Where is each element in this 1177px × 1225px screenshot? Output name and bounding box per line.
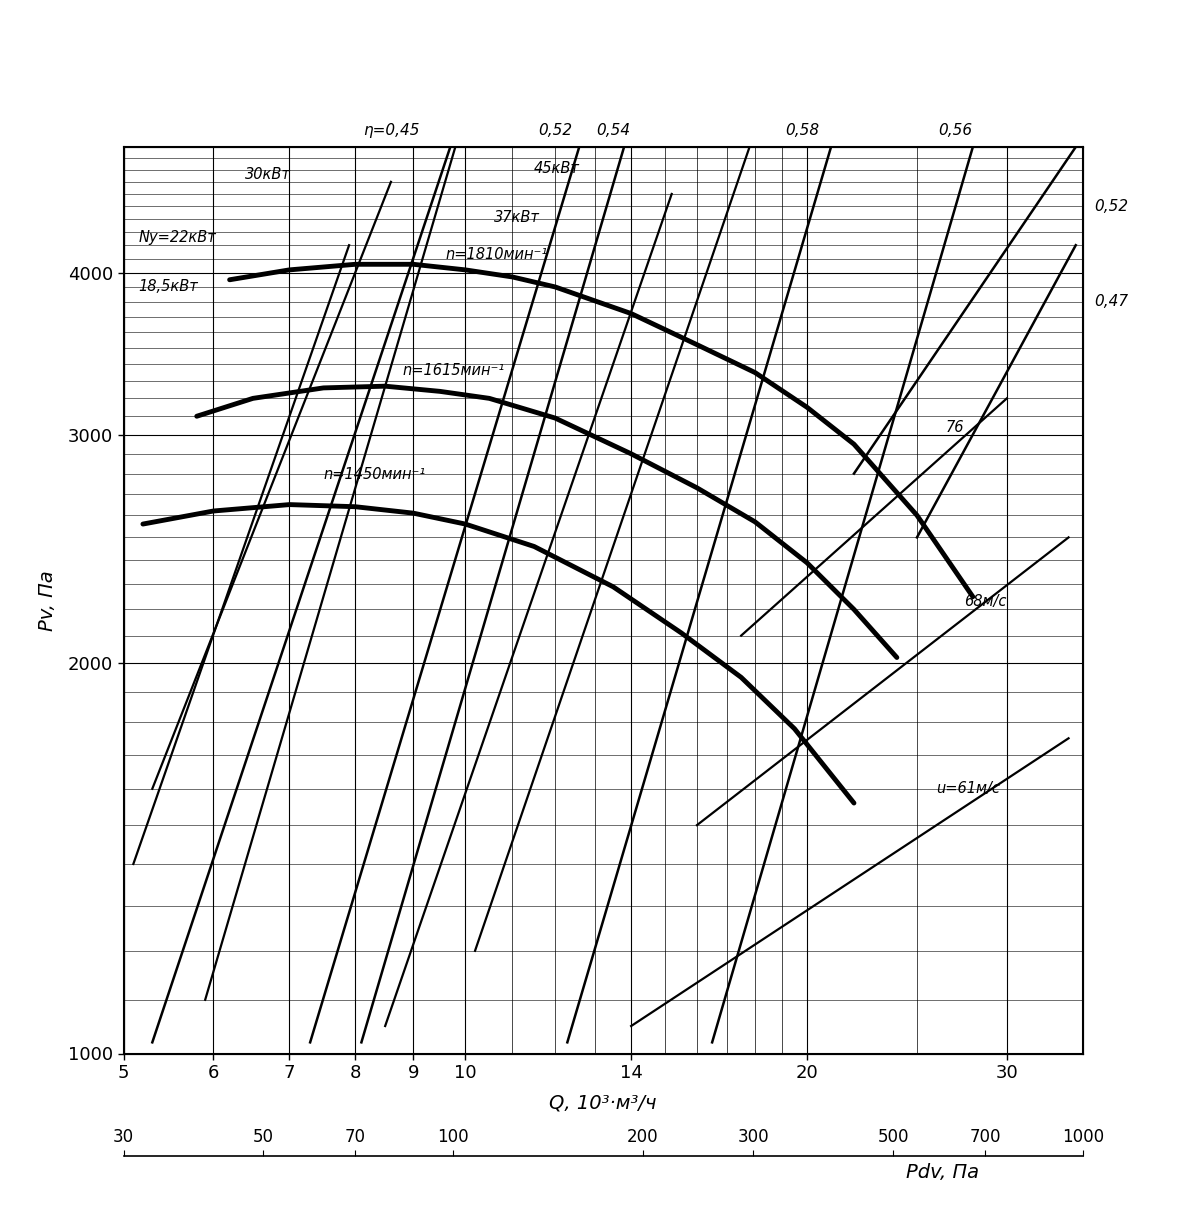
Text: η=0,45: η=0,45: [363, 122, 419, 138]
Text: 0,56: 0,56: [938, 122, 972, 138]
Text: 0,58: 0,58: [785, 122, 819, 138]
Text: u=61м/с: u=61м/с: [937, 780, 1000, 796]
Text: 68м/с: 68м/с: [964, 594, 1006, 609]
Text: 18,5кВт: 18,5кВт: [138, 279, 198, 294]
Text: Pdv, Па: Pdv, Па: [906, 1164, 979, 1182]
Text: 45кВт: 45кВт: [534, 160, 580, 176]
Text: 37кВт: 37кВт: [494, 211, 540, 225]
Text: 0,52: 0,52: [538, 122, 572, 138]
Text: n=1810мин⁻¹: n=1810мин⁻¹: [445, 246, 547, 261]
Text: n=1615мин⁻¹: n=1615мин⁻¹: [403, 363, 505, 377]
Text: 0,52: 0,52: [1093, 198, 1128, 214]
Text: 76: 76: [945, 420, 964, 435]
Text: n=1450мин⁻¹: n=1450мин⁻¹: [324, 467, 426, 481]
X-axis label: Q, 10³·м³/ч: Q, 10³·м³/ч: [550, 1093, 657, 1112]
Text: 0,47: 0,47: [1093, 294, 1128, 309]
Text: 0,54: 0,54: [597, 122, 630, 138]
Text: 30кВт: 30кВт: [245, 167, 291, 181]
Y-axis label: Pv, Па: Pv, Па: [38, 570, 56, 631]
Text: Ny=22кВт: Ny=22кВт: [138, 230, 215, 245]
